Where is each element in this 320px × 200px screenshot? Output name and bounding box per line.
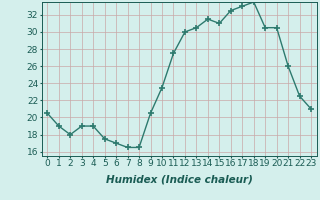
- X-axis label: Humidex (Indice chaleur): Humidex (Indice chaleur): [106, 174, 252, 184]
